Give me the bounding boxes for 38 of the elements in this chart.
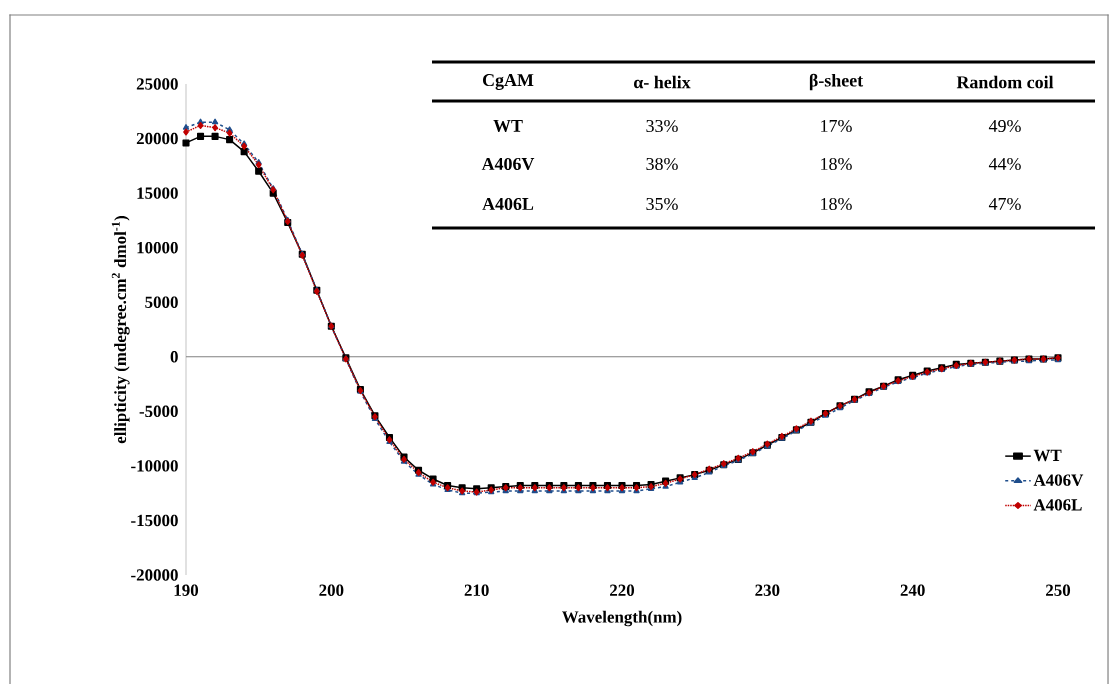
x-tick-label: 240 <box>900 584 925 596</box>
annotation: A406L <box>482 197 534 211</box>
annotation: α- helix <box>634 75 691 89</box>
annotation: 18% <box>821 157 852 171</box>
legend-label: WT <box>1033 449 1062 462</box>
y-tick-label: -15000 <box>131 514 178 527</box>
x-tick-label: 220 <box>610 584 635 596</box>
annotation: β-sheet <box>809 73 864 91</box>
x-axis-title: Wavelength(nm) <box>562 610 682 627</box>
annotation: 49% <box>988 119 1021 133</box>
annotation: WT <box>493 119 523 132</box>
y-axis-title: ellipticity (mdegree.cm$^{2}$ dmol$^{-1}$) <box>111 215 130 444</box>
x-tick-label: 230 <box>755 584 780 596</box>
y-tick-label: 20000 <box>136 132 178 145</box>
y-tick-label: 25000 <box>136 78 178 90</box>
annotation: Random coil <box>956 75 1054 89</box>
x-tick-label: 190 <box>174 584 199 596</box>
legend-label: A406V <box>1033 474 1084 486</box>
annotation: 35% <box>646 197 678 211</box>
annotation: 33% <box>646 119 678 133</box>
annotation: 44% <box>988 157 1021 171</box>
legend-label: A406L <box>1033 499 1082 511</box>
y-tick-label: -5000 <box>139 405 178 418</box>
y-tick-label: -20000 <box>131 569 178 581</box>
y-tick-label: -10000 <box>131 460 178 472</box>
annotation: 47% <box>988 197 1021 211</box>
y-tick-label: 10000 <box>137 241 178 254</box>
y-tick-label: 15000 <box>137 187 178 199</box>
annotation: CgAM <box>482 74 534 90</box>
y-tick-label: 0 <box>170 351 178 363</box>
x-tick-label: 200 <box>319 584 344 596</box>
x-tick-label: 250 <box>1046 584 1071 596</box>
annotation: 18% <box>821 197 852 211</box>
y-tick-label: 5000 <box>145 296 178 308</box>
x-tick-label: 210 <box>464 584 489 596</box>
annotation: 17% <box>821 119 852 133</box>
annotation: A406V <box>481 157 535 171</box>
annotation: 38% <box>646 157 678 171</box>
